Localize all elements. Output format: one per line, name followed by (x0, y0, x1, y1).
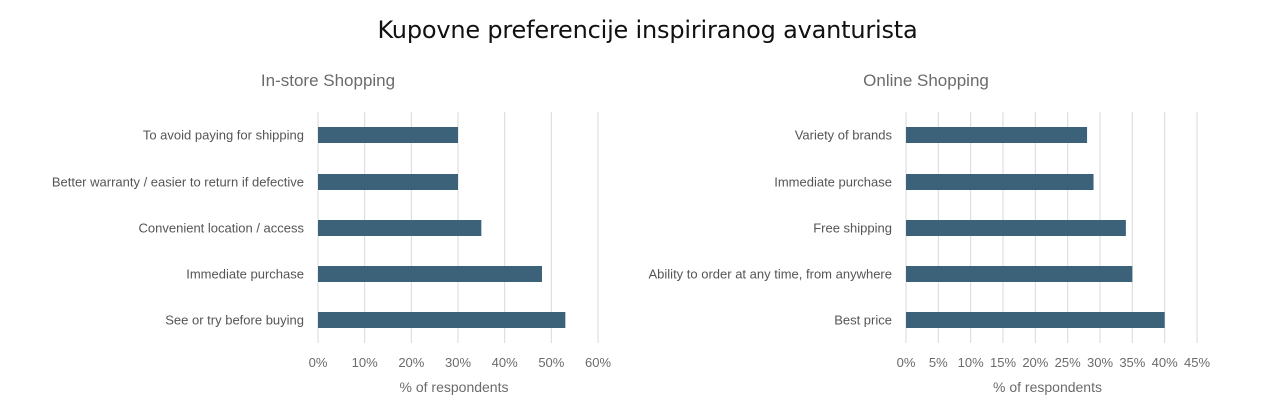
instore-bar (318, 127, 458, 143)
online-category-label: Free shipping (813, 221, 892, 236)
instore-category-label: To avoid paying for shipping (143, 128, 304, 143)
online-bar (906, 127, 1088, 143)
online-tick-label: 30% (1087, 355, 1113, 370)
instore-tick-label: 20% (398, 355, 424, 370)
instore-bar (318, 266, 542, 282)
online-tick-label: 25% (1055, 355, 1081, 370)
online-tick-label: 20% (1022, 355, 1048, 370)
online-tick-label: 0% (897, 355, 916, 370)
online-category-label: Variety of brands (795, 128, 893, 143)
instore-category-label: See or try before buying (165, 313, 304, 328)
online-x-axis-label: % of respondents (993, 379, 1102, 395)
online-tick-label: 15% (990, 355, 1016, 370)
instore-tick-label: 50% (538, 355, 564, 370)
instore-category-label: Immediate purchase (186, 267, 304, 282)
online-chart-title: Online Shopping (863, 71, 989, 90)
instore-chart-title: In-store Shopping (261, 71, 395, 90)
instore-bar (318, 220, 482, 236)
instore-tick-label: 60% (585, 355, 611, 370)
online-category-label: Immediate purchase (774, 175, 892, 190)
online-tick-label: 45% (1184, 355, 1210, 370)
online-category-label: Ability to order at any time, from anywh… (649, 267, 893, 282)
online-tick-label: 10% (958, 355, 984, 370)
instore-bar (318, 312, 566, 328)
instore-chart: In-store Shopping 0% 10% 20% 30% 40% 50% 60% To … (52, 71, 612, 395)
online-bar (906, 312, 1165, 328)
online-bar (906, 220, 1126, 236)
online-tick-label: 40% (1152, 355, 1178, 370)
instore-x-axis-label: % of respondents (400, 379, 509, 395)
online-bar (906, 174, 1094, 190)
instore-tick-label: 30% (445, 355, 471, 370)
online-bar (906, 266, 1133, 282)
instore-category-label: Better warranty / easier to return if de… (52, 175, 304, 190)
instore-bar (318, 174, 458, 190)
online-category-label: Best price (834, 313, 892, 328)
instore-tick-label: 10% (352, 355, 378, 370)
instore-category-label: Convenient location / access (139, 221, 305, 236)
online-tick-label: 35% (1119, 355, 1145, 370)
page-title: Kupovne preferencije inspiriranog avantu… (377, 16, 918, 44)
online-chart: Online Shopping 0% 5% 10% 15% 20% 25% 30% 35% 40%… (649, 71, 1211, 395)
instore-tick-label: 0% (309, 355, 328, 370)
instore-tick-label: 40% (492, 355, 518, 370)
online-tick-label: 5% (929, 355, 948, 370)
